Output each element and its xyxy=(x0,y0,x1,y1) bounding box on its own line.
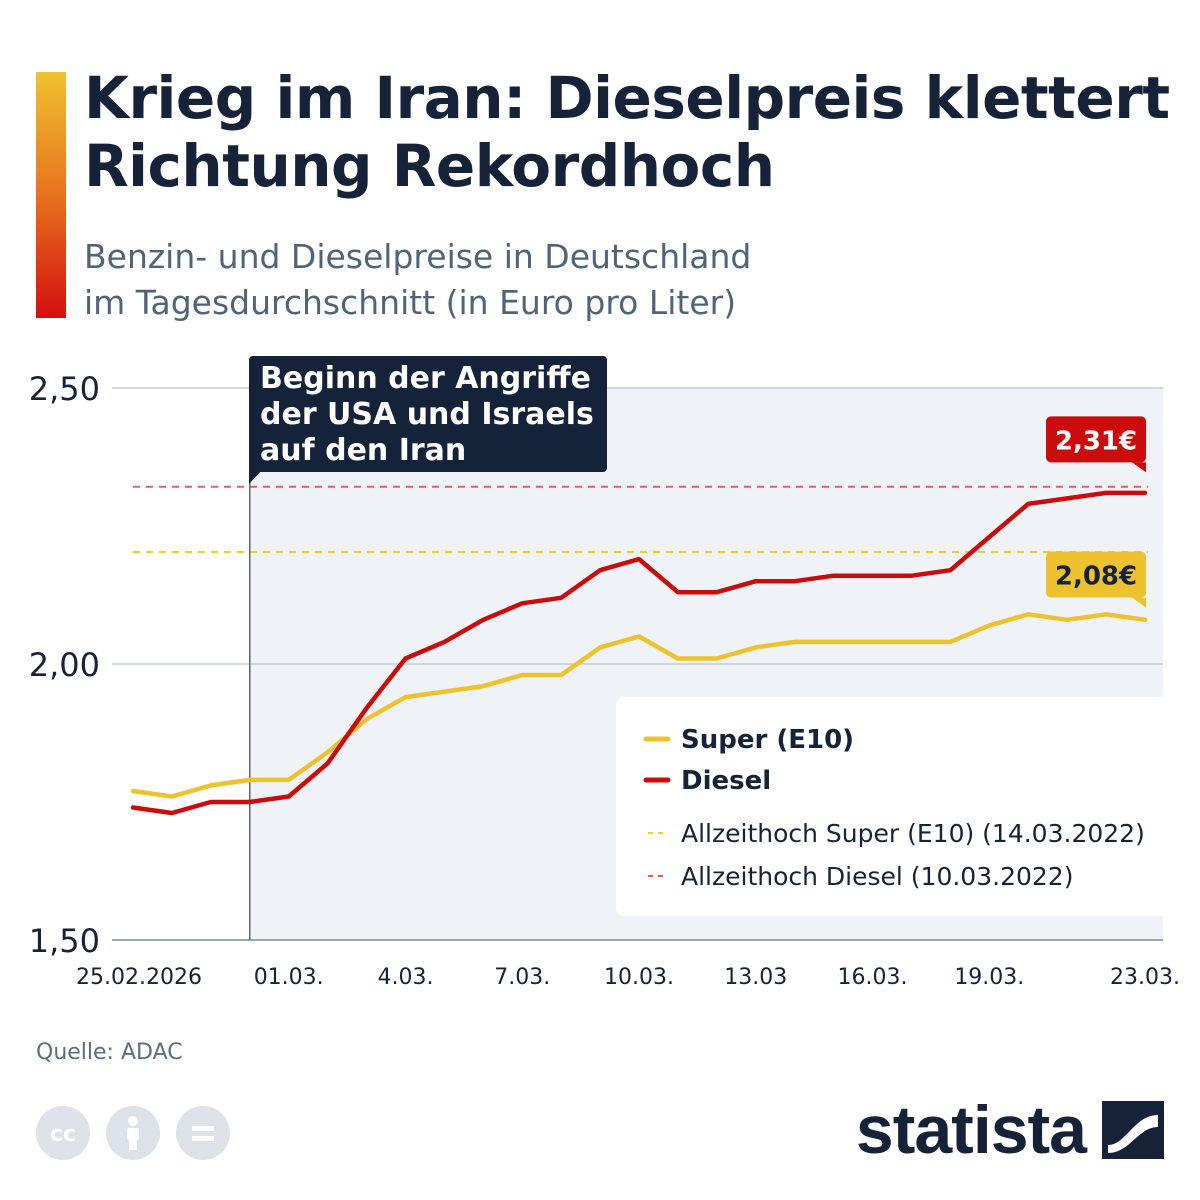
end-label-super-text: 2,08€ xyxy=(1055,562,1137,592)
annotation-pointer xyxy=(249,466,262,484)
x-tick-label: 10.03. xyxy=(604,965,674,990)
logo-mark-icon xyxy=(1102,1101,1164,1159)
statista-logo[interactable]: statista xyxy=(856,1096,1164,1164)
x-tick-label: 19.03. xyxy=(954,965,1024,990)
cc-icon[interactable]: cc xyxy=(36,1106,90,1160)
no-derivatives-icon[interactable] xyxy=(176,1106,230,1160)
legend: Super (E10) Diesel Allzeithoch Super (E1… xyxy=(616,697,1200,916)
end-label-diesel-pointer xyxy=(1132,462,1146,473)
x-tick-label: 16.03. xyxy=(838,965,908,990)
page-title: Krieg im Iran: Dieselpreis klettert Rich… xyxy=(84,64,1170,200)
title-accent-bar xyxy=(36,72,66,318)
subtitle-line-1: Benzin- und Dieselpreise in Deutschland xyxy=(84,237,752,276)
x-tick-label: 7.03. xyxy=(494,965,550,990)
annotation-line-2: der USA und Israels xyxy=(260,397,594,432)
legend-label-diesel-high: Allzeithoch Diesel (10.03.2022) xyxy=(681,862,1073,891)
end-label-super-pointer xyxy=(1132,597,1146,608)
end-label-super: 2,08€ xyxy=(1046,551,1146,608)
x-tick-label: 4.03. xyxy=(377,965,433,990)
legend-label-super: Super (E10) xyxy=(681,725,854,755)
legend-label-super-high: Allzeithoch Super (E10) (14.03.2022) xyxy=(681,819,1145,848)
end-label-super-box xyxy=(1046,551,1146,598)
event-annotation: Beginn der Angriffe der USA und Israels … xyxy=(249,356,607,484)
logo-wordmark: statista xyxy=(855,1092,1087,1168)
x-tick-label: 13.03 xyxy=(724,965,787,990)
y-tick-label: 2,50 xyxy=(29,370,100,408)
page-subtitle: Benzin- und Dieselpreise in Deutschland … xyxy=(84,234,1084,326)
end-label-diesel-box xyxy=(1046,416,1146,463)
legend-box xyxy=(616,697,1200,916)
end-label-diesel-text: 2,31€ xyxy=(1055,426,1137,456)
series-line-super xyxy=(130,612,1148,799)
end-label-diesel: 2,31€ xyxy=(1046,416,1146,473)
attribution-icon[interactable] xyxy=(106,1106,160,1160)
annotation-box xyxy=(249,356,607,472)
y-tick-label: 2,00 xyxy=(29,646,100,684)
source-note: Quelle: ADAC xyxy=(36,1040,183,1065)
x-tick-label: 25.02.2026 xyxy=(76,965,202,990)
annotation-line-3: auf den Iran xyxy=(260,433,466,468)
x-tick-label: 01.03. xyxy=(254,965,324,990)
y-tick-label: 1,50 xyxy=(29,922,100,960)
svg-text:cc: cc xyxy=(50,1122,76,1147)
legend-label-diesel: Diesel xyxy=(681,766,771,796)
license-icons: cc xyxy=(36,1106,230,1160)
subtitle-line-2: im Tagesdurchschnitt (in Euro pro Liter) xyxy=(84,283,737,322)
x-tick-label: 23.03. xyxy=(1110,965,1180,990)
series-line-diesel xyxy=(130,490,1148,816)
annotation-line-1: Beginn der Angriffe xyxy=(260,361,591,396)
